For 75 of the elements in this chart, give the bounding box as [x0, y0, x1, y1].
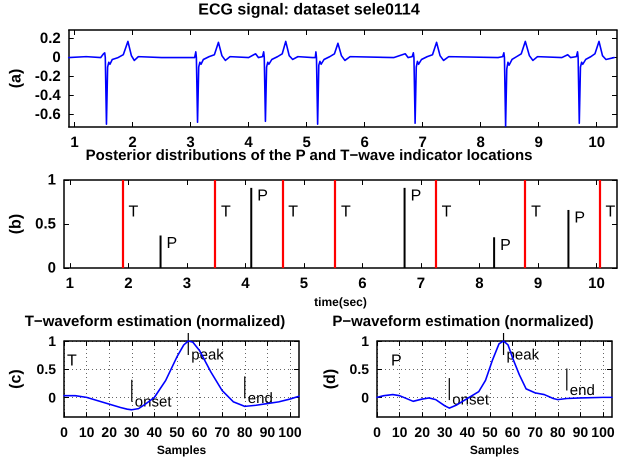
y-tick-label: 0.5 — [36, 361, 56, 378]
annotation: P — [166, 235, 178, 252]
x-tick-label: 80 — [236, 424, 253, 440]
x-tick-label: 20 — [101, 424, 118, 440]
annotation: P — [574, 209, 586, 226]
y-tick-label: 0.5 — [35, 216, 56, 233]
x-tick-label: 9 — [534, 134, 543, 151]
x-tick-label: 60 — [192, 424, 208, 440]
x-tick-label: 9 — [534, 275, 542, 292]
x-axis-title: Samples — [156, 443, 207, 457]
chart-title: P−waveform estimation (normalized) — [332, 313, 594, 330]
x-tick-label: 40 — [146, 424, 162, 440]
ref-line-label: T — [220, 204, 231, 220]
x-tick-label: 20 — [414, 424, 430, 440]
annotation: T — [67, 352, 77, 370]
x-tick-label: 7 — [416, 275, 426, 292]
y-tick-label: 0.2 — [40, 30, 61, 48]
x-tick-label: 10 — [392, 424, 408, 440]
annotation: P — [257, 187, 268, 204]
x-tick-label: 10 — [78, 424, 95, 440]
x-tick-label: 70 — [214, 424, 230, 440]
annotation: end — [570, 382, 595, 399]
x-tick-label: 4 — [241, 275, 250, 292]
ref-line-label: T — [605, 204, 616, 220]
x-tick-label: 50 — [482, 424, 498, 440]
annotation: P — [410, 187, 422, 204]
x-tick-label: 1 — [66, 275, 74, 292]
x-tick-label: 30 — [437, 424, 453, 440]
x-tick-label: 90 — [260, 424, 276, 440]
x-tick-label: 80 — [550, 424, 566, 440]
y-axis-title: (a) — [8, 68, 24, 88]
x-tick-label: 30 — [124, 424, 140, 440]
x-tick-label: 90 — [572, 424, 588, 440]
y-tick-label: -0.2 — [34, 68, 61, 86]
y-axis-title: (c) — [8, 369, 24, 389]
y-tick-label: 0 — [48, 260, 56, 277]
x-tick-label: 100 — [591, 424, 615, 440]
ref-line-label: T — [442, 204, 452, 220]
x-tick-label: 100 — [278, 424, 302, 440]
chart-title: T−waveform estimation (normalized) — [24, 313, 286, 330]
annotation: P — [391, 352, 402, 370]
x-axis-title: Samples — [470, 443, 520, 457]
y-tick-label: -0.6 — [34, 106, 61, 124]
x-tick-label: 60 — [504, 424, 521, 440]
x-axis-title: time(sec) — [314, 295, 367, 309]
x-tick-label: 8 — [475, 275, 484, 292]
x-tick-label: 10 — [588, 275, 605, 292]
x-tick-label: 3 — [182, 275, 192, 292]
y-tick-label: 0 — [361, 389, 370, 406]
x-tick-label: 2 — [124, 275, 133, 292]
annotation: end — [248, 390, 273, 407]
y-tick-label: -0.4 — [34, 87, 62, 104]
x-tick-label: 0 — [373, 424, 382, 440]
chart-title: ECG signal: dataset sele0114 — [198, 2, 420, 18]
x-tick-label: 40 — [460, 424, 476, 440]
x-tick-label: 50 — [169, 424, 185, 440]
y-tick-label: 0 — [52, 49, 61, 66]
x-tick-label: 10 — [588, 134, 606, 151]
x-tick-label: 6 — [358, 275, 367, 292]
y-tick-label: 0 — [48, 389, 56, 406]
y-tick-label: 1 — [48, 333, 56, 349]
x-tick-label: 5 — [300, 275, 308, 292]
y-axis-title: (b) — [8, 214, 24, 234]
ref-line-label: T — [340, 204, 351, 220]
x-tick-label: 1 — [70, 134, 79, 151]
annotation: P — [500, 236, 511, 254]
ref-line-label: T — [288, 204, 298, 220]
y-tick-label: 1 — [361, 333, 370, 349]
y-tick-label: 0.5 — [350, 361, 370, 378]
ref-line-label: T — [128, 204, 139, 220]
y-axis-title: (d) — [322, 368, 340, 390]
line-series — [68, 40, 615, 127]
x-tick-label: 70 — [527, 424, 544, 440]
y-tick-label: 1 — [48, 172, 56, 188]
ref-line-label: T — [531, 204, 542, 220]
